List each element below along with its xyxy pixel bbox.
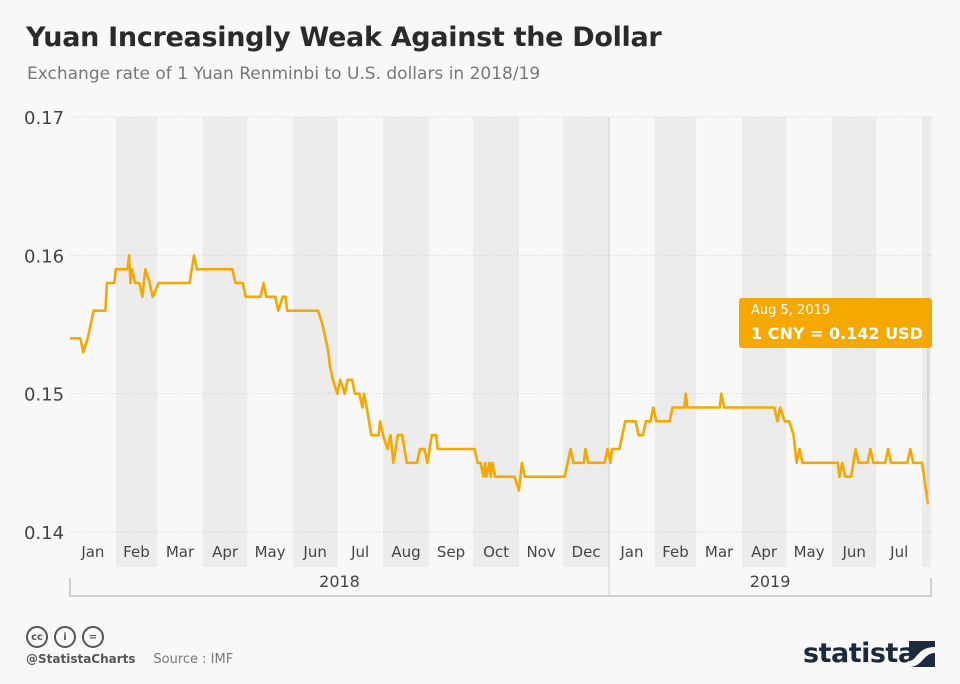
- no-derivatives-icon: =: [82, 626, 104, 648]
- x-tick-label: Feb: [662, 543, 689, 561]
- x-tick-label: Jan: [80, 543, 104, 561]
- license-icons: cc i =: [26, 626, 104, 648]
- month-band: [383, 117, 429, 567]
- x-tick-label: Jan: [619, 543, 643, 561]
- source-note: Source : IMF: [153, 652, 234, 667]
- footer: @StatistaCharts Source : IMF: [26, 652, 233, 667]
- y-tick-label: 0.16: [24, 246, 64, 267]
- x-tick-label: Aug: [391, 543, 420, 561]
- year-bracket: [69, 578, 933, 597]
- y-tick-label: 0.14: [24, 523, 64, 544]
- month-band: [292, 117, 338, 567]
- attribution-icon: i: [54, 626, 76, 648]
- annotation-box: [739, 298, 932, 348]
- x-tick-label: May: [255, 543, 286, 561]
- y-tick-label: 0.17: [24, 108, 64, 129]
- y-tick-label: 0.15: [24, 385, 64, 406]
- x-tick-label: Apr: [751, 543, 778, 561]
- statista-logo[interactable]: statista: [803, 638, 916, 669]
- x-tick-label: Mar: [705, 543, 734, 561]
- twitter-handle[interactable]: @StatistaCharts: [26, 652, 136, 666]
- month-band: [115, 117, 158, 567]
- x-tick-label: Sep: [437, 543, 465, 561]
- x-tick-label: Mar: [166, 543, 195, 561]
- month-band: [563, 117, 610, 567]
- x-tick-label: Jun: [841, 543, 865, 561]
- x-tick-label: Jul: [889, 543, 908, 561]
- chart-subtitle: Exchange rate of 1 Yuan Renminbi to U.S.…: [27, 64, 541, 84]
- month-band: [654, 117, 697, 567]
- x-tick-label: Jul: [350, 543, 369, 561]
- cc-icon: cc: [26, 626, 48, 648]
- x-tick-label: Jun: [302, 543, 326, 561]
- month-band: [202, 117, 248, 567]
- x-tick-label: Feb: [123, 543, 150, 561]
- x-tick-label: Apr: [212, 543, 239, 561]
- annotation-value: 1 CNY = 0.142 USD: [751, 324, 923, 343]
- x-tick-label: May: [794, 543, 825, 561]
- x-tick-label: Oct: [483, 543, 509, 561]
- chart-title: Yuan Increasingly Weak Against the Dolla…: [26, 22, 662, 53]
- series-line: [70, 254, 930, 505]
- statista-logo-mark-icon: [909, 641, 935, 667]
- year-label: 2019: [750, 572, 791, 591]
- x-tick-label: Nov: [526, 543, 555, 561]
- annotation-date: Aug 5, 2019: [751, 303, 830, 318]
- month-band: [473, 117, 519, 567]
- year-label: 2018: [319, 572, 360, 591]
- x-tick-label: Dec: [572, 543, 601, 561]
